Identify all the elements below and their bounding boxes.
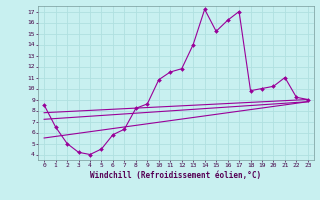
- X-axis label: Windchill (Refroidissement éolien,°C): Windchill (Refroidissement éolien,°C): [91, 171, 261, 180]
